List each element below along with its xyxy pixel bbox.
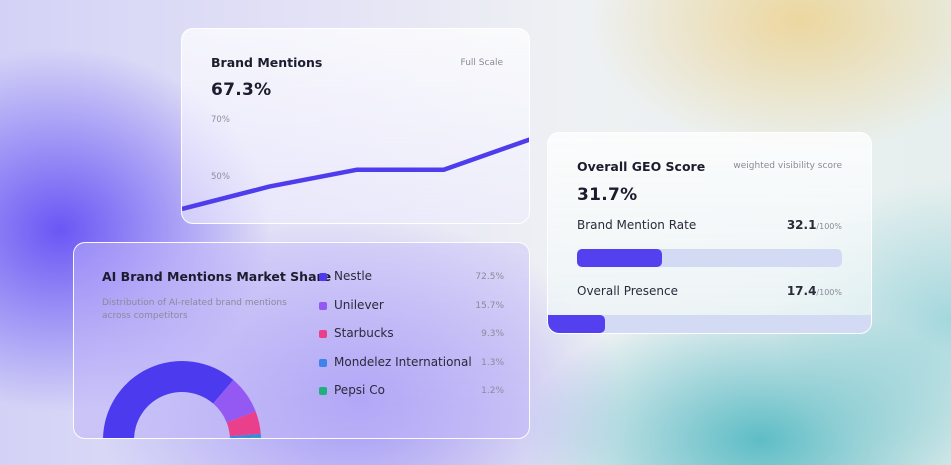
legend-item: Starbucks 9.3% (318, 326, 508, 344)
market-share-description-line1: Distribution of AI-related brand mention… (102, 298, 287, 308)
metric-score-overall-presence: 17.4/100% (787, 284, 842, 298)
metric-score-value: 17.4 (786, 284, 817, 298)
donut-slice-unilever (213, 379, 256, 423)
metric-label-brand-mention-rate: Brand Mention Rate (577, 218, 697, 232)
donut-slice-starbucks (226, 411, 261, 437)
legend-percentage: 1.2% (481, 386, 504, 396)
market-share-donut-chart (103, 361, 261, 438)
legend-item: Unilever 15.7% (318, 298, 508, 316)
progress-fill (548, 315, 605, 333)
progress-fill (577, 249, 663, 267)
geo-subtitle: weighted visibility score (733, 161, 842, 171)
legend-label: Nestle (334, 269, 373, 283)
metric-score-brand-mention-rate: 32.1/100% (787, 218, 842, 232)
legend-percentage: 1.3% (481, 357, 504, 368)
legend-item: Mondelez International 1.3% (318, 355, 508, 373)
legend-percentage: 72.5% (475, 272, 504, 282)
market-share-description-line2: across competitors (102, 311, 188, 321)
legend-label: Pepsi Co (334, 383, 385, 397)
legend-label: Unilever (334, 297, 384, 312)
legend-swatch (319, 358, 327, 367)
donut-slice-pepsi-co (235, 437, 261, 438)
brand-mention-rate-progress (577, 249, 842, 267)
legend-swatch (319, 273, 327, 281)
geo-score-card: Overall GEO Score weighted visibility sc… (547, 132, 872, 334)
y-tick-70: 70% (211, 115, 230, 125)
brand-mentions-line-chart (182, 137, 529, 212)
legend-label: Starbucks (334, 326, 394, 340)
overall-presence-progress (548, 315, 871, 333)
y-tick-50: 50% (211, 172, 230, 182)
metric-label-overall-presence: Overall Presence (577, 284, 678, 298)
market-share-title: AI Brand Mentions Market Share (102, 269, 332, 284)
metric-score-unit: /100% (816, 222, 842, 231)
legend-item: Nestle 72.5% (318, 269, 508, 287)
legend-swatch (319, 387, 327, 395)
brand-mentions-card: Brand Mentions Full Scale 67.3% 70% 50% (181, 28, 530, 224)
metric-score-value: 32.1 (786, 218, 817, 232)
brand-mentions-series-line (182, 137, 529, 212)
legend-swatch (319, 301, 327, 310)
legend-percentage: 15.7% (475, 300, 504, 311)
geo-value: 31.7% (577, 185, 638, 205)
donut-slice-mondelez-international (229, 433, 261, 438)
market-share-legend: Nestle 72.5% Unilever 15.7% Starbucks 9.3% Mon… (318, 269, 508, 429)
market-share-card: AI Brand Mentions Market Share Distribut… (73, 242, 530, 439)
legend-item: Pepsi Co 1.2% (318, 383, 508, 401)
legend-swatch (319, 330, 327, 338)
geo-title: Overall GEO Score (577, 159, 706, 174)
brand-mentions-title: Brand Mentions (211, 55, 323, 70)
brand-mentions-value: 67.3% (211, 80, 272, 100)
legend-percentage: 9.3% (481, 329, 504, 339)
donut-slice-nestle (103, 361, 234, 438)
legend-label: Mondelez International (334, 354, 472, 369)
full-scale-link[interactable]: Full Scale (460, 58, 503, 68)
metric-score-unit: /100% (816, 288, 842, 297)
